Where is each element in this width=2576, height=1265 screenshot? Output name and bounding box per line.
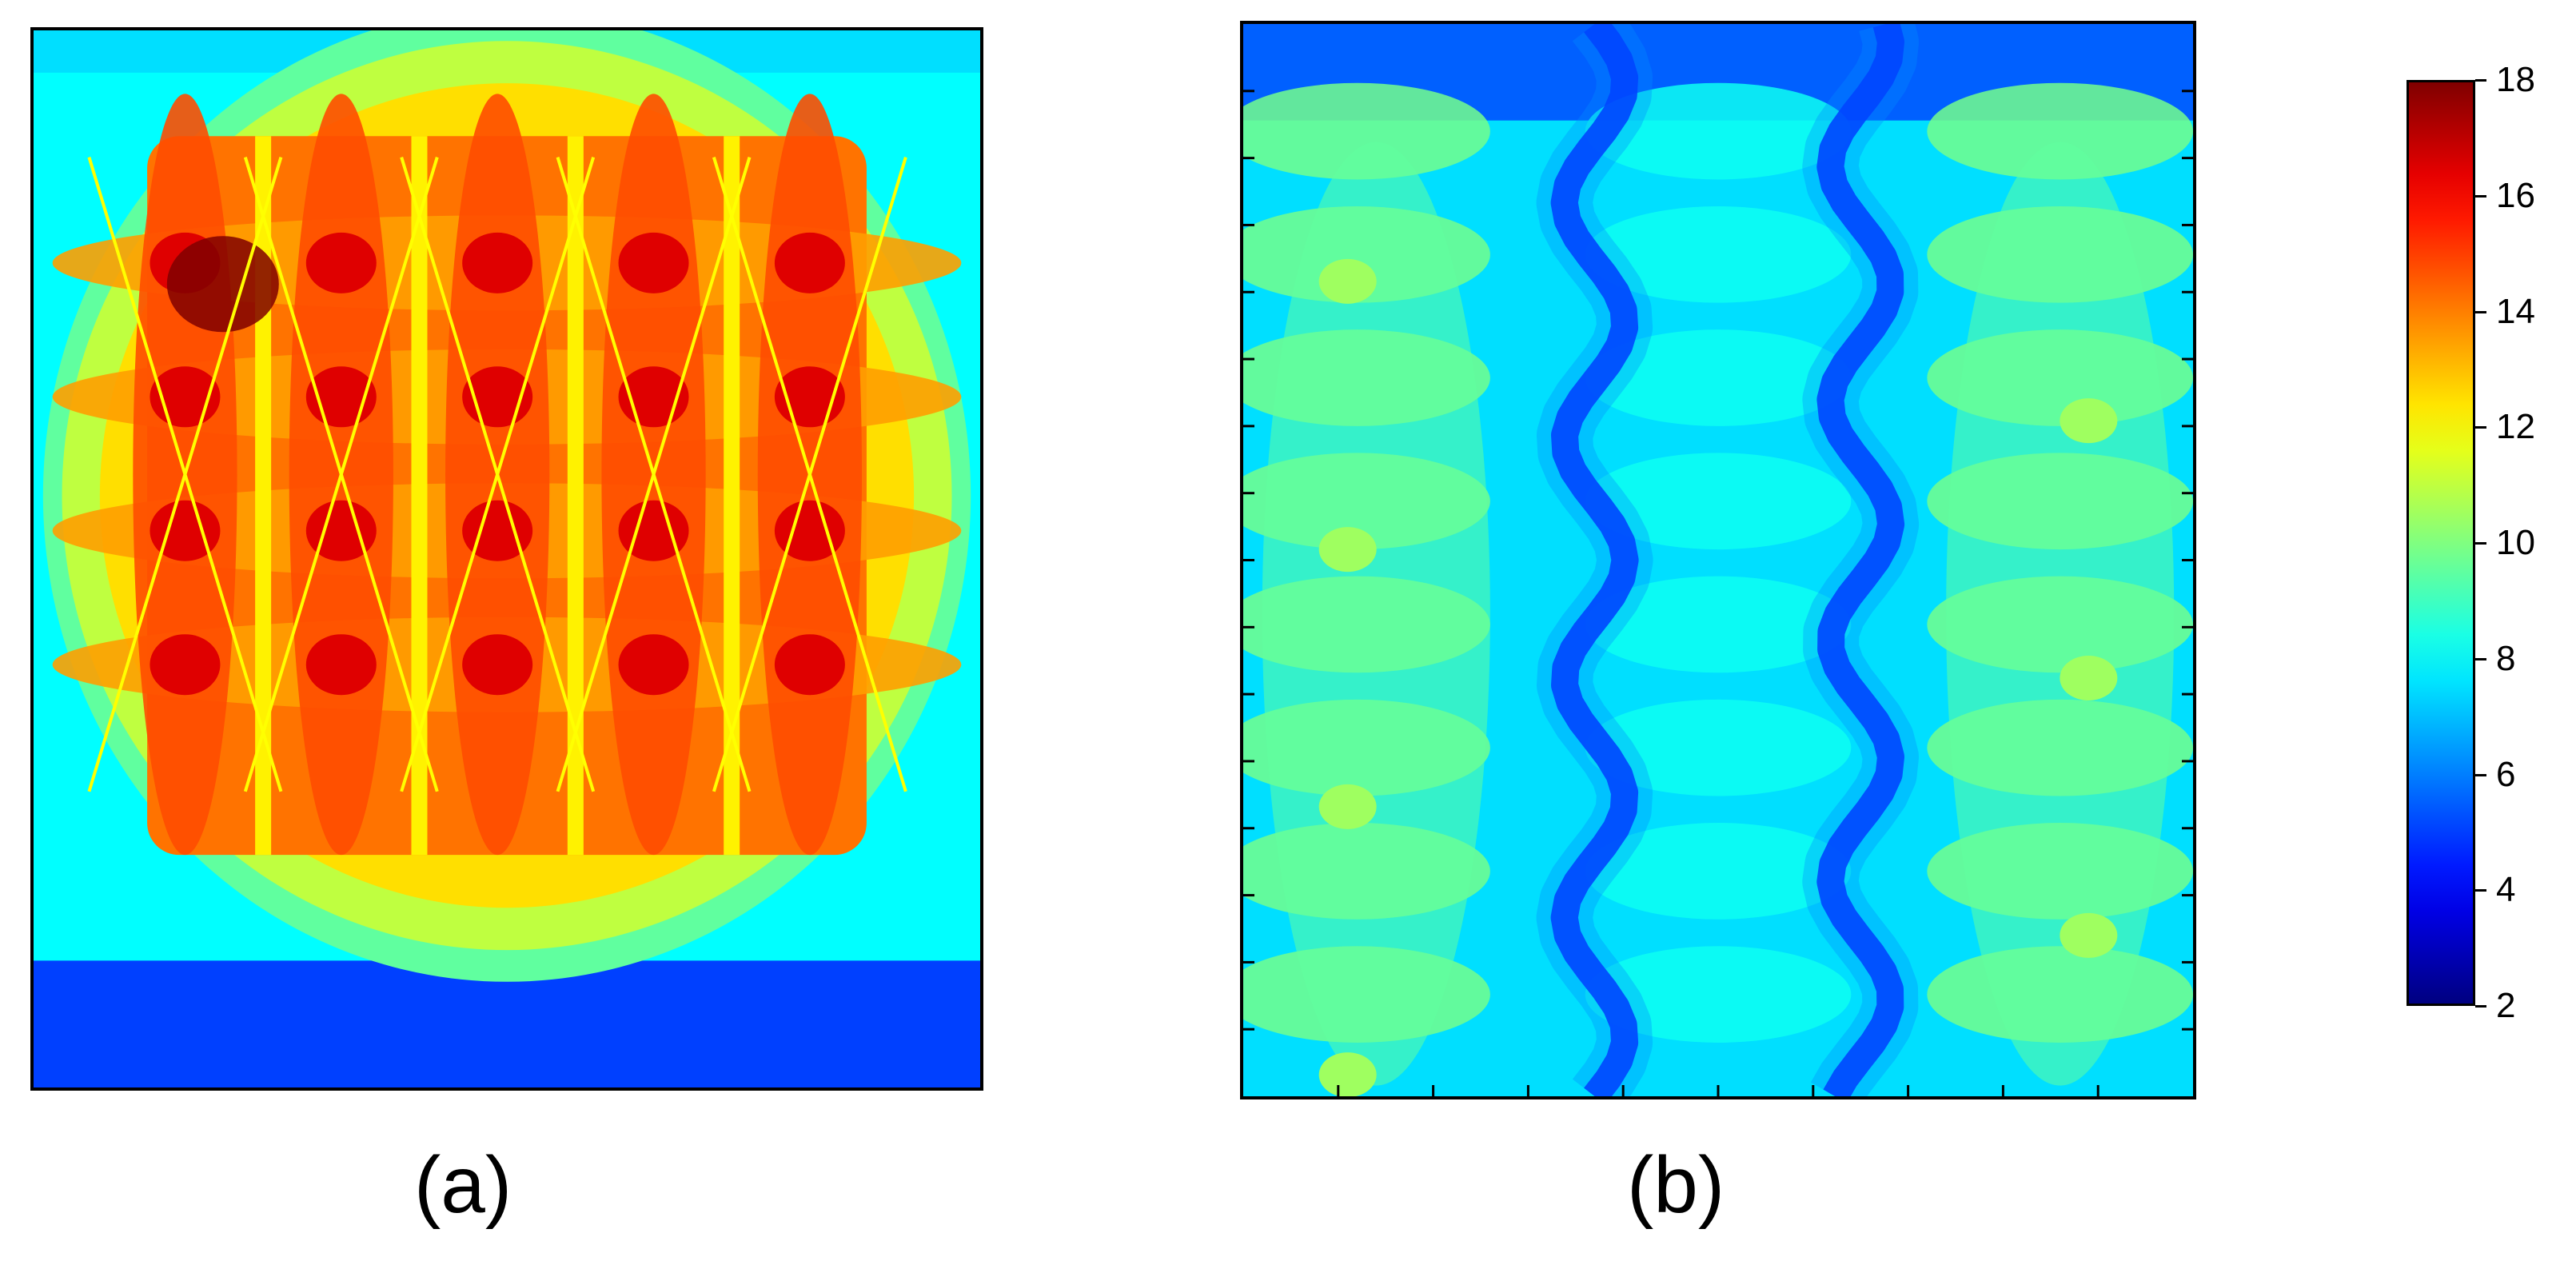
colorbar-tick <box>2475 426 2486 429</box>
heatmap-a-peak <box>166 236 279 333</box>
heatmap-b-canvas <box>1243 24 2193 1096</box>
heatmap-b-hotspot <box>2060 912 2118 958</box>
heatmap-b-lens <box>1585 946 1852 1043</box>
heatmap-b-hotspot <box>1318 258 1377 304</box>
heatmap-b-lens <box>1585 206 1852 303</box>
heatmap-panel-b <box>1240 21 2196 1099</box>
heatmap-a-hotspot <box>462 500 533 561</box>
heatmap-a-diagonal <box>556 157 752 792</box>
heatmap-a-ridge <box>567 136 584 856</box>
heatmap-a-hotspot <box>618 500 689 561</box>
heatmap-b-valley-halo <box>1536 24 1653 1096</box>
colorbar-tick <box>2475 542 2486 545</box>
heatmap-panel-a <box>30 27 983 1091</box>
colorbar-tick-label: 4 <box>2496 870 2516 910</box>
heatmap-b-valley-halo <box>1802 24 1920 1096</box>
heatmap-b-lens <box>1927 82 2193 180</box>
heatmap-b-lens <box>1585 699 1852 796</box>
heatmap-b-lens <box>1585 576 1852 673</box>
heatmap-a-hotspot <box>462 634 533 696</box>
heatmap-a-hotspot <box>774 634 845 696</box>
heatmap-b-hotspot <box>2060 398 2118 444</box>
heatmap-b-hotspot <box>2060 656 2118 701</box>
heatmap-a-bottom-band <box>34 960 980 1087</box>
heatmap-a-ridge <box>411 136 428 856</box>
heatmap-a-hotspot <box>774 500 845 561</box>
colorbar-tick-label: 14 <box>2496 291 2535 331</box>
heatmap-a-canvas <box>34 30 980 1087</box>
colorbar-tick-label: 8 <box>2496 638 2516 678</box>
heatmap-a-hotspot <box>150 500 221 561</box>
heatmap-a-diagonal <box>712 157 907 792</box>
heatmap-b-lens <box>1585 453 1852 550</box>
colorbar-tick <box>2475 657 2486 660</box>
heatmap-a-hotspot <box>618 634 689 696</box>
colorbar-tick-label: 10 <box>2496 523 2535 562</box>
heatmap-a-diagonal <box>400 157 596 792</box>
heatmap-a-hotspot <box>462 232 533 293</box>
colorbar <box>2407 80 2475 1006</box>
panel-label-b: (b) <box>1627 1140 1725 1230</box>
heatmap-b-lens <box>1585 329 1852 426</box>
colorbar-tick <box>2475 194 2486 198</box>
heatmap-a-hotspot <box>150 634 221 696</box>
heatmap-b-lens <box>1585 823 1852 920</box>
colorbar-tick <box>2475 773 2486 776</box>
colorbar-tick <box>2475 1005 2486 1008</box>
heatmap-b-lens <box>1585 82 1852 180</box>
colorbar-tick <box>2475 79 2486 82</box>
heatmap-a-hotspot <box>305 500 377 561</box>
colorbar-tick <box>2475 310 2486 313</box>
heatmap-b-side-column <box>1946 142 2175 1086</box>
heatmap-a-ridge <box>724 136 740 856</box>
heatmap-b-lens <box>1243 82 1490 180</box>
heatmap-b-valley <box>1816 24 1905 1096</box>
heatmap-b-hotspot <box>1318 1052 1377 1096</box>
colorbar-tick-label: 2 <box>2496 986 2516 1025</box>
heatmap-a-diagonal <box>87 157 283 792</box>
heatmap-a-hotspot <box>305 634 377 696</box>
heatmap-b-hotspot <box>1318 784 1377 829</box>
colorbar-tick-label: 18 <box>2496 60 2535 99</box>
heatmap-a-hotspot <box>618 232 689 293</box>
heatmap-b-side-column <box>1262 142 1490 1086</box>
colorbar-tick-label: 16 <box>2496 175 2535 215</box>
heatmap-b-valley <box>1550 24 1639 1096</box>
colorbar-tick <box>2475 889 2486 892</box>
heatmap-a-diagonal <box>243 157 439 792</box>
heatmap-a-hotspot <box>305 232 377 293</box>
heatmap-a-hotspot <box>774 232 845 293</box>
colorbar-tick-label: 12 <box>2496 407 2535 447</box>
heatmap-b-hotspot <box>1318 527 1377 573</box>
panel-label-a: (a) <box>414 1140 512 1230</box>
colorbar-tick-label: 6 <box>2496 754 2516 794</box>
